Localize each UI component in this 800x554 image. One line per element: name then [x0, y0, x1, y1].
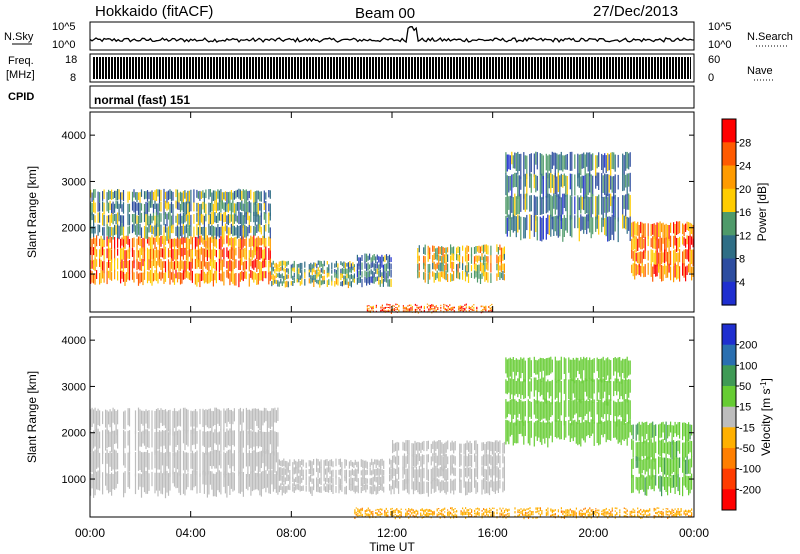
station-title: Hokkaido (fitACF) [95, 3, 213, 20]
cpid-panel: CPID normal (fast) 151 [8, 85, 695, 109]
time-axis-label: Time UT [369, 540, 415, 554]
power-region-4 [417, 244, 505, 284]
velocity-region-4 [631, 421, 693, 497]
noise-sky-trace [89, 26, 695, 44]
velocity-region-3 [505, 356, 631, 448]
power-region-2 [271, 260, 355, 289]
power-colorbar-tick-2: 20 [739, 184, 751, 196]
noise-right-tick-bottom: 10^0 [708, 39, 732, 51]
velocity-ylabel: Slant Range [km] [25, 371, 39, 463]
time-tick-5: 20:00 [578, 526, 608, 540]
freq-nave-data [93, 57, 691, 79]
power-colorbar-swatch-4 [722, 212, 736, 236]
velocity-colorbar-tick-2: 50 [739, 381, 751, 393]
freq-label-line2: [MHz] [6, 69, 35, 81]
nave-tick-top: 60 [708, 54, 720, 66]
time-tick-2: 08:00 [276, 526, 306, 540]
nave-tick-bottom: 0 [708, 72, 714, 84]
power-region-3 [356, 253, 392, 288]
power-colorbar-tick-1: 24 [739, 161, 751, 173]
freq-panel: Freq. [MHz] 18 8 60 0 Nave [6, 53, 774, 84]
velocity-colorbar-tick-7: -200 [739, 484, 761, 496]
velocity-colorbar-swatch-3 [722, 386, 736, 408]
power-colorbar-tick-0: 28 [739, 137, 751, 149]
velocity-colorbar-tick-4: -15 [739, 422, 755, 434]
power-colorbar-swatch-1 [722, 142, 736, 167]
power-colorbar-tick-3: 16 [739, 207, 751, 219]
velocity-colorbar-swatch-2 [722, 365, 736, 387]
freq-label-line1: Freq. [8, 55, 34, 67]
noise-left-label: N.Sky [4, 31, 34, 43]
cpid-value: normal (fast) 151 [94, 93, 190, 107]
power-region-0 [90, 235, 271, 288]
velocity-colorbar-swatch-6 [722, 448, 736, 470]
power-colorbar-label: Power [dB] [755, 183, 769, 242]
noise-left-tick-bottom: 10^0 [52, 39, 76, 51]
power-colorbar-swatch-7 [722, 281, 736, 306]
noise-panel: N.Sky 10^5 10^0 10^5 10^0 N.Search [4, 21, 793, 51]
power-colorbar-tick-5: 8 [739, 254, 745, 266]
time-tick-0: 00:00 [75, 526, 105, 540]
beam-label: Beam 00 [355, 5, 415, 22]
power-colorbar-swatch-5 [722, 235, 736, 260]
velocity-colorbar-swatch-8 [722, 489, 736, 511]
power-ytick-3: 4000 [62, 130, 86, 142]
velocity-region-2 [392, 440, 505, 497]
power-region-5 [505, 151, 631, 243]
power-region-1 [90, 188, 271, 241]
power-colorbar-tick-4: 12 [739, 230, 751, 242]
velocity-region-1 [278, 458, 392, 496]
velocity-colorbar-label: Velocity [m s-1] [759, 378, 774, 456]
velocity-colorbar-swatch-0 [722, 324, 736, 346]
nave-label: Nave [747, 65, 773, 77]
power-colorbar-swatch-3 [722, 188, 736, 213]
time-axis: 00:00 04:00 08:00 12:00 16:00 20:00 00:00 [75, 112, 709, 540]
time-tick-4: 16:00 [478, 526, 508, 540]
cpid-label: CPID [8, 91, 34, 103]
power-colorbar-tick-6: 4 [739, 277, 745, 289]
power-data-layer [90, 151, 694, 314]
date-label: 27/Dec/2013 [593, 3, 678, 20]
velocity-ytick-1: 2000 [62, 428, 86, 440]
velocity-colorbar-swatch-5 [722, 427, 736, 449]
power-colorbar-swatch-6 [722, 258, 736, 283]
noise-right-label: N.Search [747, 31, 793, 43]
velocity-ytick-2: 3000 [62, 381, 86, 393]
velocity-colorbar-swatch-1 [722, 344, 736, 366]
noise-right-tick-top: 10^5 [708, 21, 732, 33]
velocity-colorbar-tick-6: -100 [739, 464, 761, 476]
velocity-data-layer [90, 356, 693, 520]
power-ylabel: Slant Range [km] [25, 166, 39, 258]
velocity-ytick-0: 1000 [62, 474, 86, 486]
time-tick-3: 12:00 [377, 526, 407, 540]
velocity-region-5 [354, 507, 693, 520]
time-tick-1: 04:00 [176, 526, 206, 540]
power-region-6 [631, 221, 694, 283]
velocity-colorbar-tick-5: -50 [739, 443, 755, 455]
velocity-colorbar-swatch-7 [722, 468, 736, 490]
velocity-ytick-3: 4000 [62, 335, 86, 347]
power-ytick-1: 2000 [62, 223, 86, 235]
freq-tick-bottom: 8 [70, 72, 76, 84]
noise-left-tick-top: 10^5 [52, 21, 76, 33]
velocity-colorbar-tick-3: 15 [739, 402, 751, 414]
velocity-colorbar-tick-1: 100 [739, 360, 757, 372]
velocity-colorbar-tick-0: 200 [739, 340, 757, 352]
power-panel: 1000 2000 3000 4000 Slant Range [km] 28 24 20… [25, 111, 769, 314]
power-ytick-0: 1000 [62, 269, 86, 281]
velocity-colorbar-swatch-4 [722, 406, 736, 428]
velocity-panel: 1000 2000 3000 4000 Slant Range [km] 200 100… [25, 316, 774, 520]
power-colorbar-swatch-2 [722, 165, 736, 190]
velocity-region-0 [90, 407, 279, 499]
power-colorbar-swatch-0 [722, 119, 736, 143]
time-tick-6: 00:00 [679, 526, 709, 540]
freq-tick-top: 18 [65, 54, 77, 66]
power-ytick-2: 3000 [62, 176, 86, 188]
